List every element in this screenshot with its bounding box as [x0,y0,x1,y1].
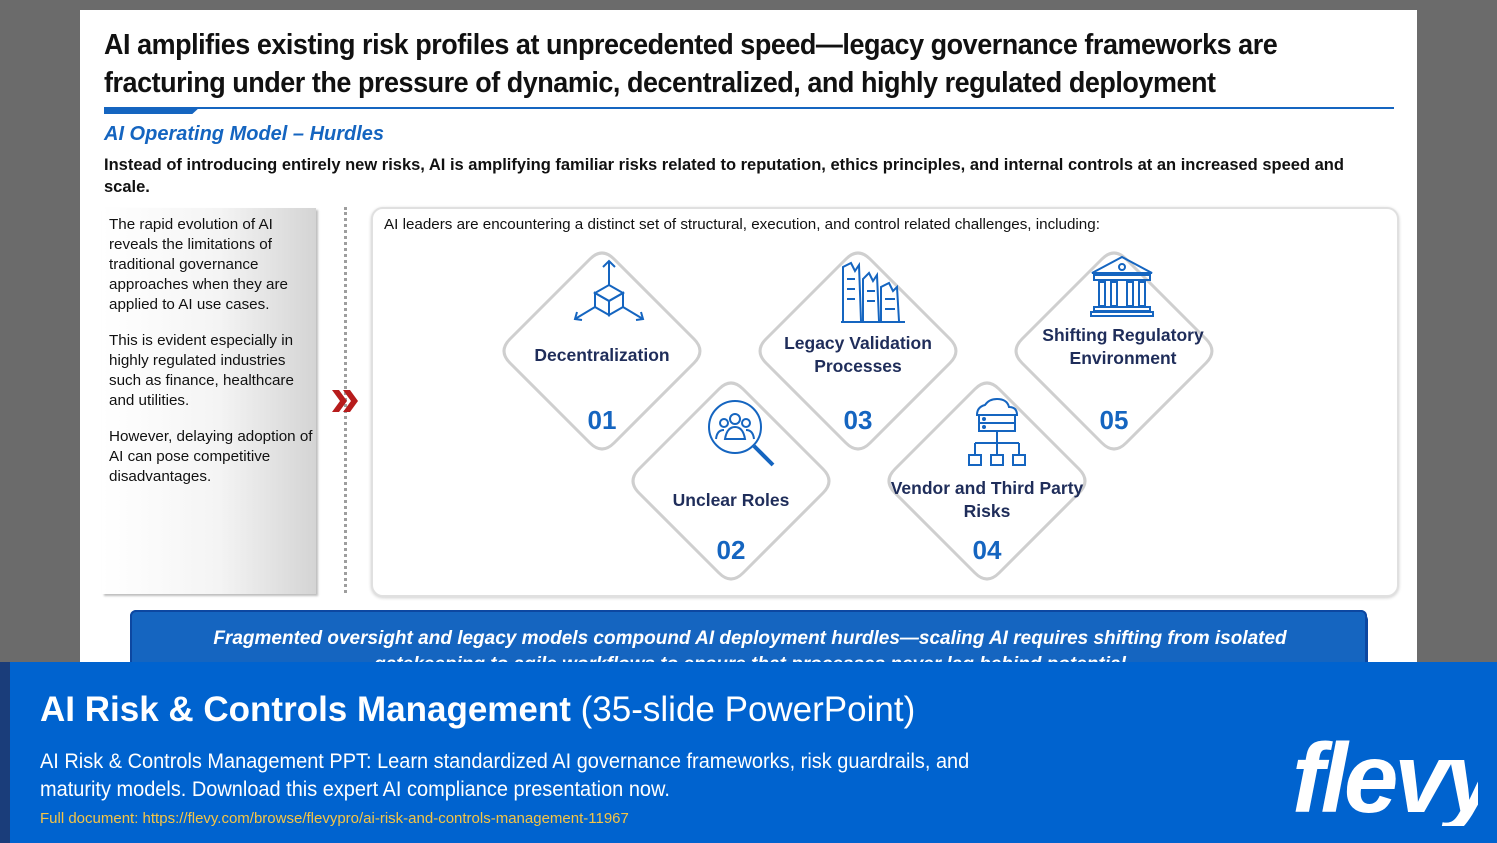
cloud-network-icon [968,397,1026,466]
title-rule [104,107,1394,109]
title-line-2: fracturing under the pressure of dynamic… [104,67,1216,99]
diamond-shapes [502,251,1214,581]
hurdle-number-02: 02 [716,535,746,565]
hurdle-label-03: Legacy Validation Processes [784,333,932,376]
slide: AI amplifies existing risk profiles at u… [80,10,1417,670]
diamond-05 [1014,251,1214,451]
sidebar-paragraph: However, delaying adoption of AI can pos… [109,428,313,485]
hurdle-number-04: 04 [972,535,1002,565]
diamond-02 [631,381,831,581]
hurdle-number-05: 05 [1099,405,1129,435]
title-line-1: AI amplifies existing risk profiles at u… [104,29,1278,61]
panel-intro: AI leaders are encountering a distinct s… [384,216,1100,233]
hurdles-panel: AI leaders are encountering a distinct s… [371,207,1399,597]
sidebar-paragraph: The rapid evolution of AI reveals the li… [109,216,288,313]
hurdle-number-03: 03 [843,405,873,435]
hurdle-label-05: Shifting Regulatory Environment [1042,325,1204,368]
svg-text:flevy: flevy [1292,726,1478,826]
hurdle-label-01: Decentralization [534,345,670,365]
flevy-logo[interactable]: flevy [1288,726,1478,826]
hurdle-label-02: Unclear Roles [672,490,790,510]
crumbling-buildings-icon [841,261,905,323]
section-subtitle: AI Operating Model – Hurdles [104,123,385,145]
document-title-bold: AI Risk & Controls Management [40,690,571,729]
lead-text: Instead of introducing entirely new risk… [104,156,1344,196]
diamond-03 [758,251,958,451]
title-tab [104,107,200,114]
document-title: AI Risk & Controls Management (35-slide … [40,690,915,730]
context-sidebar: The rapid evolution of AI reveals the li… [102,208,316,594]
diamond-01 [502,251,702,451]
conclusion-banner: Fragmented oversight and legacy models c… [130,610,1367,670]
hurdle-number-01: 01 [587,405,617,435]
document-title-detail: (35-slide PowerPoint) [570,690,916,729]
document-description: AI Risk & Controls Management PPT: Learn… [40,750,970,801]
cube-arrows-icon [573,259,645,321]
full-document-link[interactable]: Full document: https://flevy.com/browse/… [40,810,629,827]
footer-edge [0,662,10,843]
slide-title: AI amplifies existing risk profiles at u… [104,26,1304,102]
footer-bar [0,662,1497,843]
government-building-icon [1090,255,1154,317]
hurdle-label-04: Vendor and Third Party Risks [890,478,1084,521]
sidebar-paragraph: This is evident especially in highly reg… [109,332,294,409]
diamond-04 [887,381,1087,581]
double-chevron-icon [332,390,358,412]
people-search-icon [708,400,775,467]
